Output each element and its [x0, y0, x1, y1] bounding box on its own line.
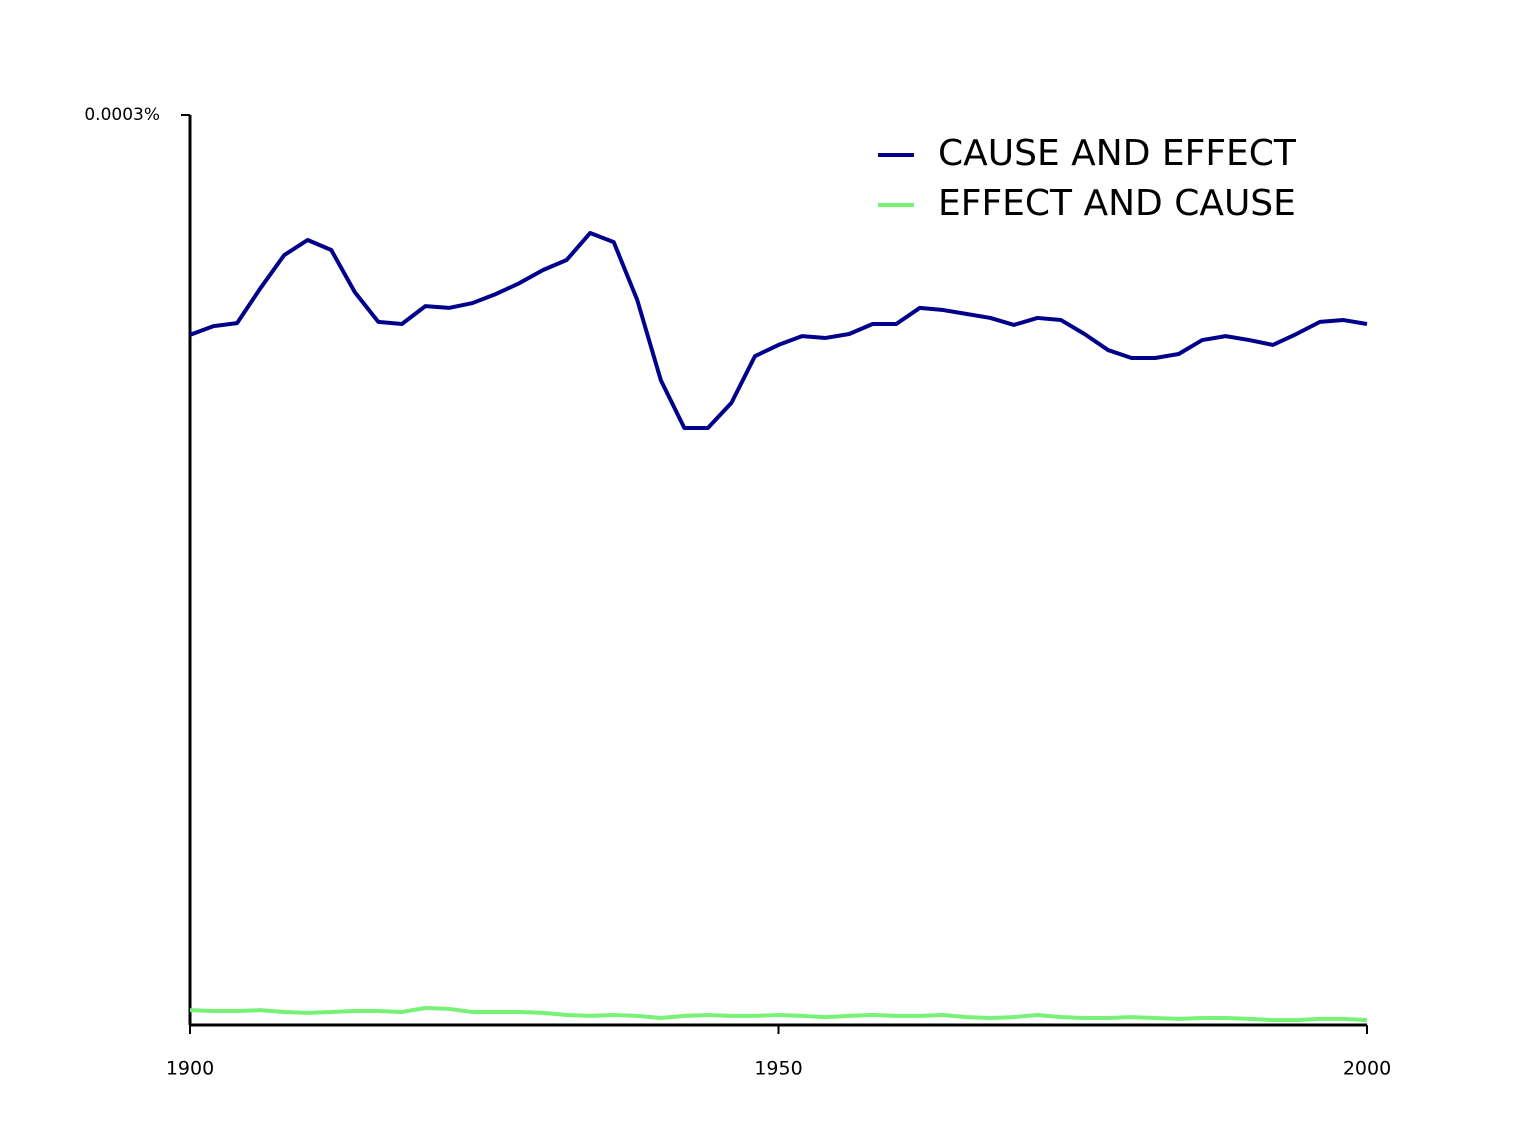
x-tick-label: 1950	[754, 1058, 802, 1080]
legend-label: EFFECT AND CAUSE	[938, 183, 1296, 224]
legend-label: CAUSE AND EFFECT	[938, 133, 1297, 174]
series-line	[189, 1006, 1368, 1023]
x-tick-label: 1900	[166, 1058, 214, 1080]
x-tick-label: 2000	[1343, 1058, 1391, 1080]
y-tick-label: 0.0003%	[84, 105, 160, 125]
series-line	[189, 230, 1368, 431]
